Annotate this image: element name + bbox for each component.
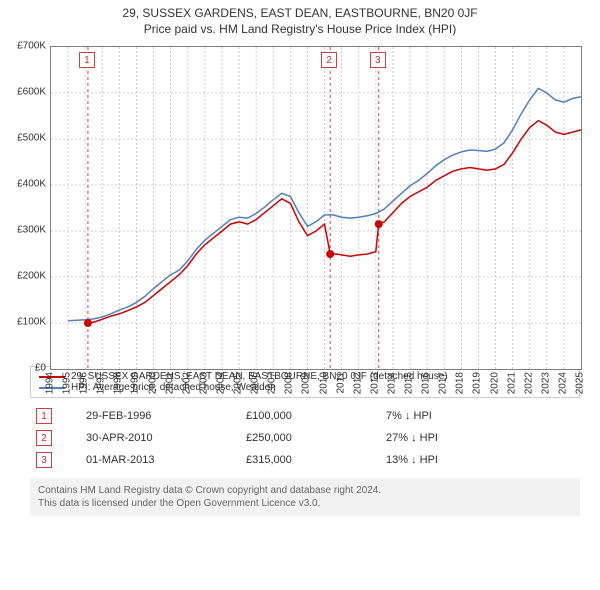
event-marker-box: 3 (370, 52, 386, 68)
event-price-cell: £100,000 (242, 406, 380, 426)
chart-plot-area: £0£100K£200K£300K£400K£500K£600K£700K199… (50, 46, 580, 368)
event-delta-cell: 13% ↓ HPI (382, 450, 578, 470)
event-marker-box: 2 (321, 52, 337, 68)
event-number-box: 3 (36, 452, 52, 468)
event-price-cell: £315,000 (242, 450, 380, 470)
x-axis-label: 2006 (250, 368, 261, 394)
y-axis-label: £600K (17, 87, 50, 98)
event-number-cell: 3 (32, 450, 80, 470)
x-axis-label: 2000 (147, 368, 158, 394)
x-axis-label: 2009 (301, 368, 312, 394)
event-row: 2 30-APR-2010£250,00027% ↓ HPI (32, 428, 578, 448)
x-axis-label: 2025 (575, 368, 586, 394)
y-axis-label: £700K (17, 41, 50, 52)
x-axis-label: 2014 (386, 368, 397, 394)
x-axis-label: 1994 (45, 368, 56, 394)
x-axis-label: 2008 (284, 368, 295, 394)
x-axis-label: 2022 (523, 368, 534, 394)
x-axis-label: 2016 (421, 368, 432, 394)
y-axis-label: £500K (17, 133, 50, 144)
event-row: 3 01-MAR-2013£315,00013% ↓ HPI (32, 450, 578, 470)
x-axis-label: 1997 (96, 368, 107, 394)
event-table: 1 29-FEB-1996£100,0007% ↓ HPI 2 30-APR-2010… (30, 404, 580, 472)
event-price-cell: £250,000 (242, 428, 380, 448)
event-delta-cell: 27% ↓ HPI (382, 428, 578, 448)
x-axis-label: 2001 (164, 368, 175, 394)
x-axis-label: 2002 (181, 368, 192, 394)
x-axis-label: 1995 (62, 368, 73, 394)
x-axis-label: 2007 (267, 368, 278, 394)
footer-line-1: Contains HM Land Registry data © Crown c… (38, 484, 572, 497)
event-marker-box: 1 (79, 52, 95, 68)
x-axis-label: 2004 (215, 368, 226, 394)
y-axis-label: £200K (17, 271, 50, 282)
x-axis-label: 2019 (472, 368, 483, 394)
chart-title: 29, SUSSEX GARDENS, EAST DEAN, EASTBOURN… (0, 0, 600, 20)
x-axis-label: 2013 (369, 368, 380, 394)
event-delta-cell: 7% ↓ HPI (382, 406, 578, 426)
x-axis-label: 2005 (233, 368, 244, 394)
event-date-cell: 01-MAR-2013 (82, 450, 240, 470)
event-number-box: 2 (36, 430, 52, 446)
footer-attribution: Contains HM Land Registry data © Crown c… (30, 478, 580, 516)
x-axis-label: 2023 (540, 368, 551, 394)
event-date-cell: 29-FEB-1996 (82, 406, 240, 426)
x-axis-label: 2024 (557, 368, 568, 394)
x-axis-label: 2017 (438, 368, 449, 394)
event-row: 1 29-FEB-1996£100,0007% ↓ HPI (32, 406, 578, 426)
y-axis-label: £400K (17, 179, 50, 190)
x-axis-label: 2018 (455, 368, 466, 394)
event-number-cell: 2 (32, 428, 80, 448)
x-axis-label: 1998 (113, 368, 124, 394)
footer-line-2: This data is licensed under the Open Gov… (38, 497, 572, 510)
x-axis-label: 2010 (318, 368, 329, 394)
event-number-cell: 1 (32, 406, 80, 426)
x-axis-label: 2011 (335, 368, 346, 394)
chart-subtitle: Price paid vs. HM Land Registry's House … (0, 20, 600, 36)
x-axis-label: 2021 (506, 368, 517, 394)
x-axis-label: 2003 (198, 368, 209, 394)
y-axis-label: £300K (17, 225, 50, 236)
x-axis-label: 2015 (404, 368, 415, 394)
x-axis-label: 1999 (130, 368, 141, 394)
x-axis-label: 2020 (489, 368, 500, 394)
chart-svg (50, 46, 582, 370)
y-axis-label: £100K (17, 317, 50, 328)
event-number-box: 1 (36, 408, 52, 424)
event-date-cell: 30-APR-2010 (82, 428, 240, 448)
x-axis-label: 2012 (352, 368, 363, 394)
x-axis-label: 1996 (79, 368, 90, 394)
